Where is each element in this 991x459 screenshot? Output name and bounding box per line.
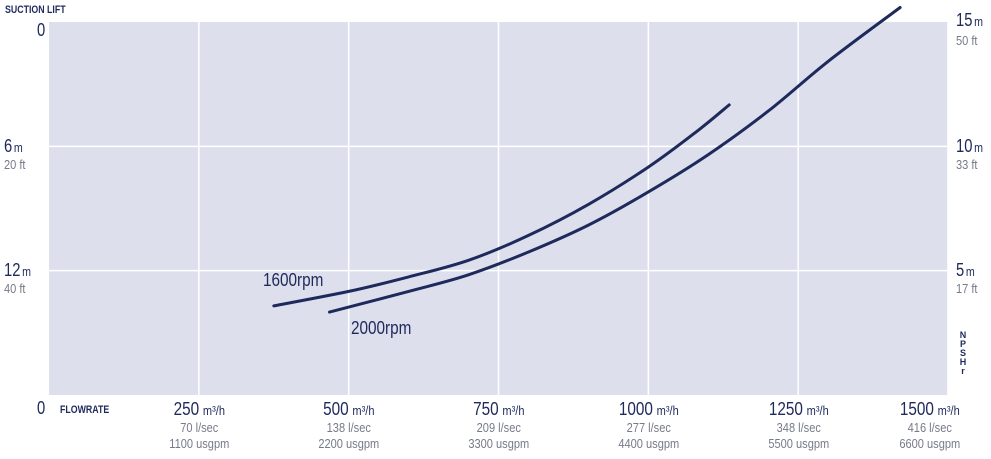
grid-lines — [49, 22, 949, 395]
right-tick-15-ft: 50 ft — [956, 33, 978, 48]
x-tick-1500: 1500 m³/h 416 l/sec 6600 usgpm — [899, 399, 961, 451]
right-tick-10: 10 m — [956, 136, 983, 156]
series-line-2000rpm — [328, 6, 902, 314]
series-line-1600rpm — [272, 103, 731, 308]
x-tick-1250: 1250 m³/h 348 l/sec 5500 usgpm — [768, 399, 830, 451]
series-label-1600rpm: 1600rpm — [263, 270, 324, 290]
x-tick-750: 750 m³/h 209 l/sec 3300 usgpm — [468, 399, 530, 451]
x-tick-500: 500 m³/h 138 l/sec 2200 usgpm — [318, 399, 380, 451]
right-tick-15: 15 m — [956, 10, 983, 30]
x-origin-label: 0 — [37, 398, 46, 418]
x-tick-1000: 1000 m³/h 277 l/sec 4400 usgpm — [618, 399, 680, 451]
left-tick-0: 0 — [37, 20, 46, 40]
right-tick-5-ft: 17 ft — [956, 281, 978, 296]
right-tick-10-ft: 33 ft — [956, 157, 978, 172]
left-tick-6-ft: 20 ft — [4, 157, 26, 172]
left-axis-title: SUCTION LIFT — [5, 4, 66, 16]
left-tick-12-ft: 40 ft — [4, 281, 26, 296]
x-axis-title: FLOWRATE — [60, 404, 110, 416]
x-tick-250: 250 m³/h 70 l/sec 1100 usgpm — [168, 399, 230, 451]
series-label-2000rpm: 2000rpm — [351, 318, 412, 338]
left-tick-12: 12 m — [4, 260, 31, 280]
series-lines — [272, 6, 902, 314]
